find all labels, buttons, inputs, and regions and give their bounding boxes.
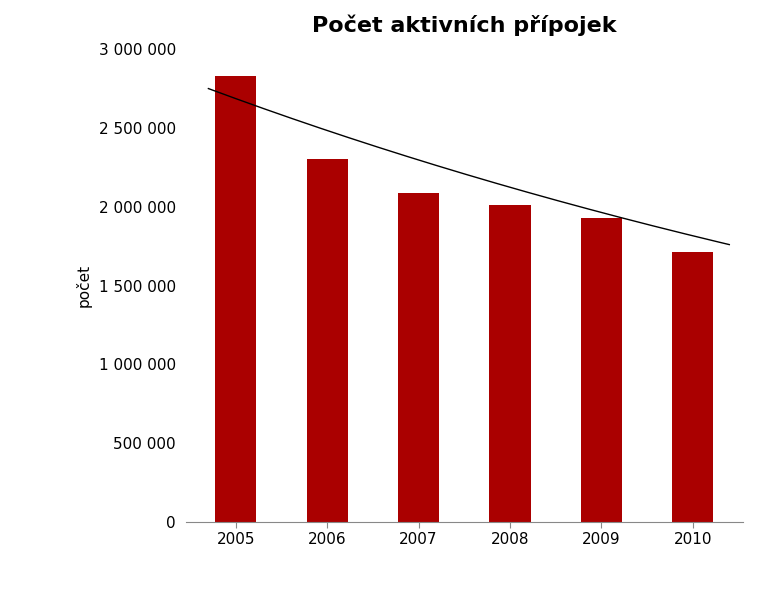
Bar: [581, 218, 622, 522]
Bar: [215, 76, 256, 522]
Title: Počet aktivních přípojek: Počet aktivních přípojek: [312, 15, 616, 37]
Bar: [490, 205, 531, 522]
Bar: [398, 192, 439, 522]
Y-axis label: počet: počet: [76, 264, 92, 307]
Bar: [307, 159, 348, 522]
Bar: [672, 252, 713, 522]
